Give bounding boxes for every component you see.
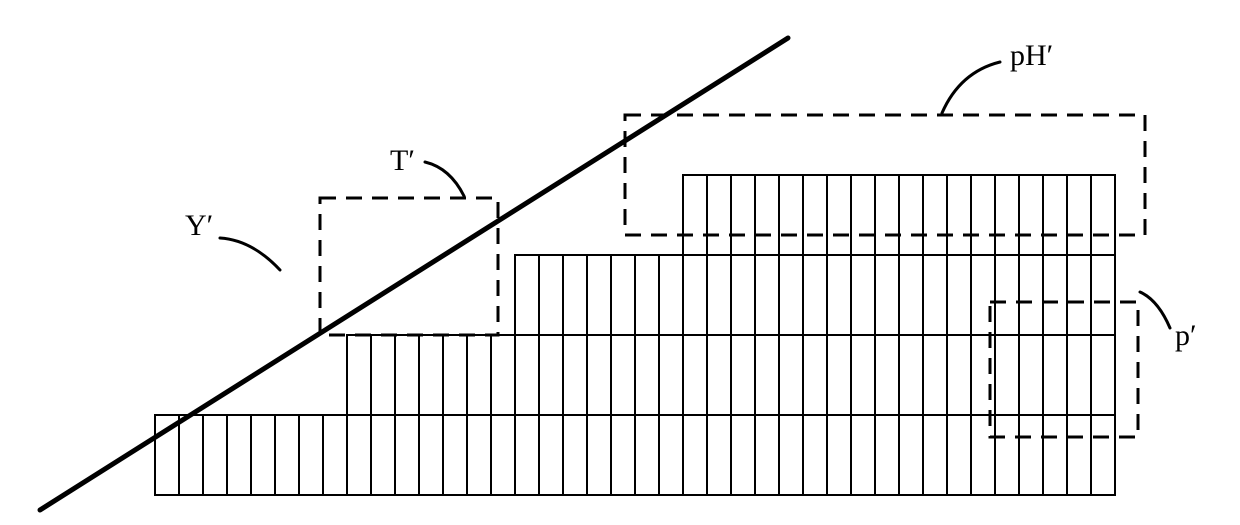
label-pH_label: pH′: [1010, 39, 1053, 72]
label-Y_label: Y′: [185, 209, 213, 242]
label-T_label: T′: [390, 144, 415, 177]
label-p_label: p′: [1175, 319, 1197, 352]
background: [0, 0, 1240, 525]
